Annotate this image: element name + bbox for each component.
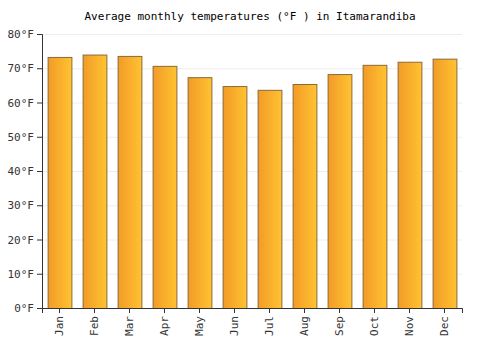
x-tick-mark <box>59 308 60 313</box>
y-tick: 20°F <box>8 234 43 247</box>
x-tick-mark <box>304 308 305 313</box>
x-tick-mark <box>129 308 130 313</box>
y-tick-mark <box>37 274 42 275</box>
y-tick: 70°F <box>8 62 43 75</box>
y-tick-mark <box>37 240 42 241</box>
bar <box>48 57 72 308</box>
y-tick-mark <box>37 137 42 138</box>
y-tick-mark <box>37 205 42 206</box>
bar <box>398 62 422 308</box>
y-tick-label: 20°F <box>8 234 35 247</box>
bar <box>258 90 282 308</box>
x-tick-label: Aug <box>298 316 311 336</box>
chart: 0°F 10°F 20°F 30°F 40°F 50°F 60°F 70°F 80°F Jan Fe… <box>0 0 500 350</box>
grid-line <box>42 34 462 35</box>
bar <box>433 59 457 308</box>
bar <box>153 66 177 308</box>
title: Average monthly temperatures (°F ) in It… <box>84 10 415 23</box>
x-tick-label: Dec <box>438 316 451 336</box>
x-tick: Nov <box>403 308 416 336</box>
x-tick-label: Feb <box>88 316 101 336</box>
bar <box>293 85 317 308</box>
y-tick-mark <box>37 68 42 69</box>
x-tick-mark <box>339 308 340 313</box>
y-tick-mark <box>37 171 42 172</box>
x-tick-label: Nov <box>403 316 416 336</box>
x-tick: Apr <box>158 308 171 336</box>
bar <box>188 78 212 308</box>
x-tick-mark <box>374 308 375 313</box>
x-tick-label: Mar <box>123 316 136 336</box>
x-tick-label: Jul <box>263 316 276 336</box>
x-tick-label: May <box>193 316 206 336</box>
bar <box>118 56 142 308</box>
y-axis-line <box>37 35 43 309</box>
x-tick-mark <box>234 308 235 313</box>
bar <box>223 87 247 308</box>
y-tick: 60°F <box>8 97 43 110</box>
bars <box>48 55 457 308</box>
x-tick: Feb <box>88 308 101 336</box>
y-tick-mark <box>37 103 42 104</box>
bar <box>83 55 107 308</box>
x-tick-mark <box>269 308 270 313</box>
y-tick-label: 10°F <box>8 268 35 281</box>
x-tick: Jun <box>228 308 241 336</box>
grid <box>42 35 462 309</box>
x-tick-mark <box>164 308 165 313</box>
x-tick-mark <box>409 308 410 313</box>
y-axis: 0°F 10°F 20°F 30°F 40°F 50°F 60°F 70°F 80°F <box>8 28 43 315</box>
x-tick: Jul <box>263 308 276 336</box>
y-tick-label: 70°F <box>8 62 35 75</box>
y-tick: 30°F <box>8 199 43 212</box>
x-tick-label: Apr <box>158 316 171 336</box>
y-tick: 10°F <box>8 268 43 281</box>
y-tick-label: 40°F <box>8 165 35 178</box>
y-tick-label: 60°F <box>8 97 35 110</box>
x-tick: Dec <box>438 308 451 336</box>
y-tick: 40°F <box>8 165 43 178</box>
x-tick-mark <box>444 308 445 313</box>
y-tick-mark <box>37 308 42 309</box>
x-tick-mark <box>94 308 95 313</box>
y-tick-label: 30°F <box>8 199 35 212</box>
x-tick-label: Sep <box>333 316 346 336</box>
y-tick-mark <box>37 34 42 35</box>
y-tick: 0°F <box>14 302 42 315</box>
y-tick-label: 0°F <box>14 302 34 315</box>
bar <box>363 65 387 308</box>
y-tick-label: 50°F <box>8 131 35 144</box>
x-tick: Jan <box>53 308 66 336</box>
bar <box>328 75 352 308</box>
x-tick: Sep <box>333 308 346 336</box>
x-tick-label: Oct <box>368 316 381 336</box>
y-tick-label: 80°F <box>8 28 35 41</box>
y-tick: 50°F <box>8 131 43 144</box>
x-tick-label: Jun <box>228 316 241 336</box>
plot: 0°F 10°F 20°F 30°F 40°F 50°F 60°F 70°F 80°F Jan Fe… <box>8 28 463 336</box>
x-tick-label: Jan <box>53 316 66 336</box>
x-tick: Aug <box>298 308 311 336</box>
x-axis-line <box>43 309 463 314</box>
x-tick: May <box>193 308 206 336</box>
x-axis: Jan Feb Mar Apr May Jun Jul Aug Sep Oct Nov Dec <box>43 308 463 336</box>
x-tick: Mar <box>123 308 136 336</box>
x-tick-mark <box>199 308 200 313</box>
y-tick: 80°F <box>8 28 43 41</box>
x-tick: Oct <box>368 308 381 336</box>
